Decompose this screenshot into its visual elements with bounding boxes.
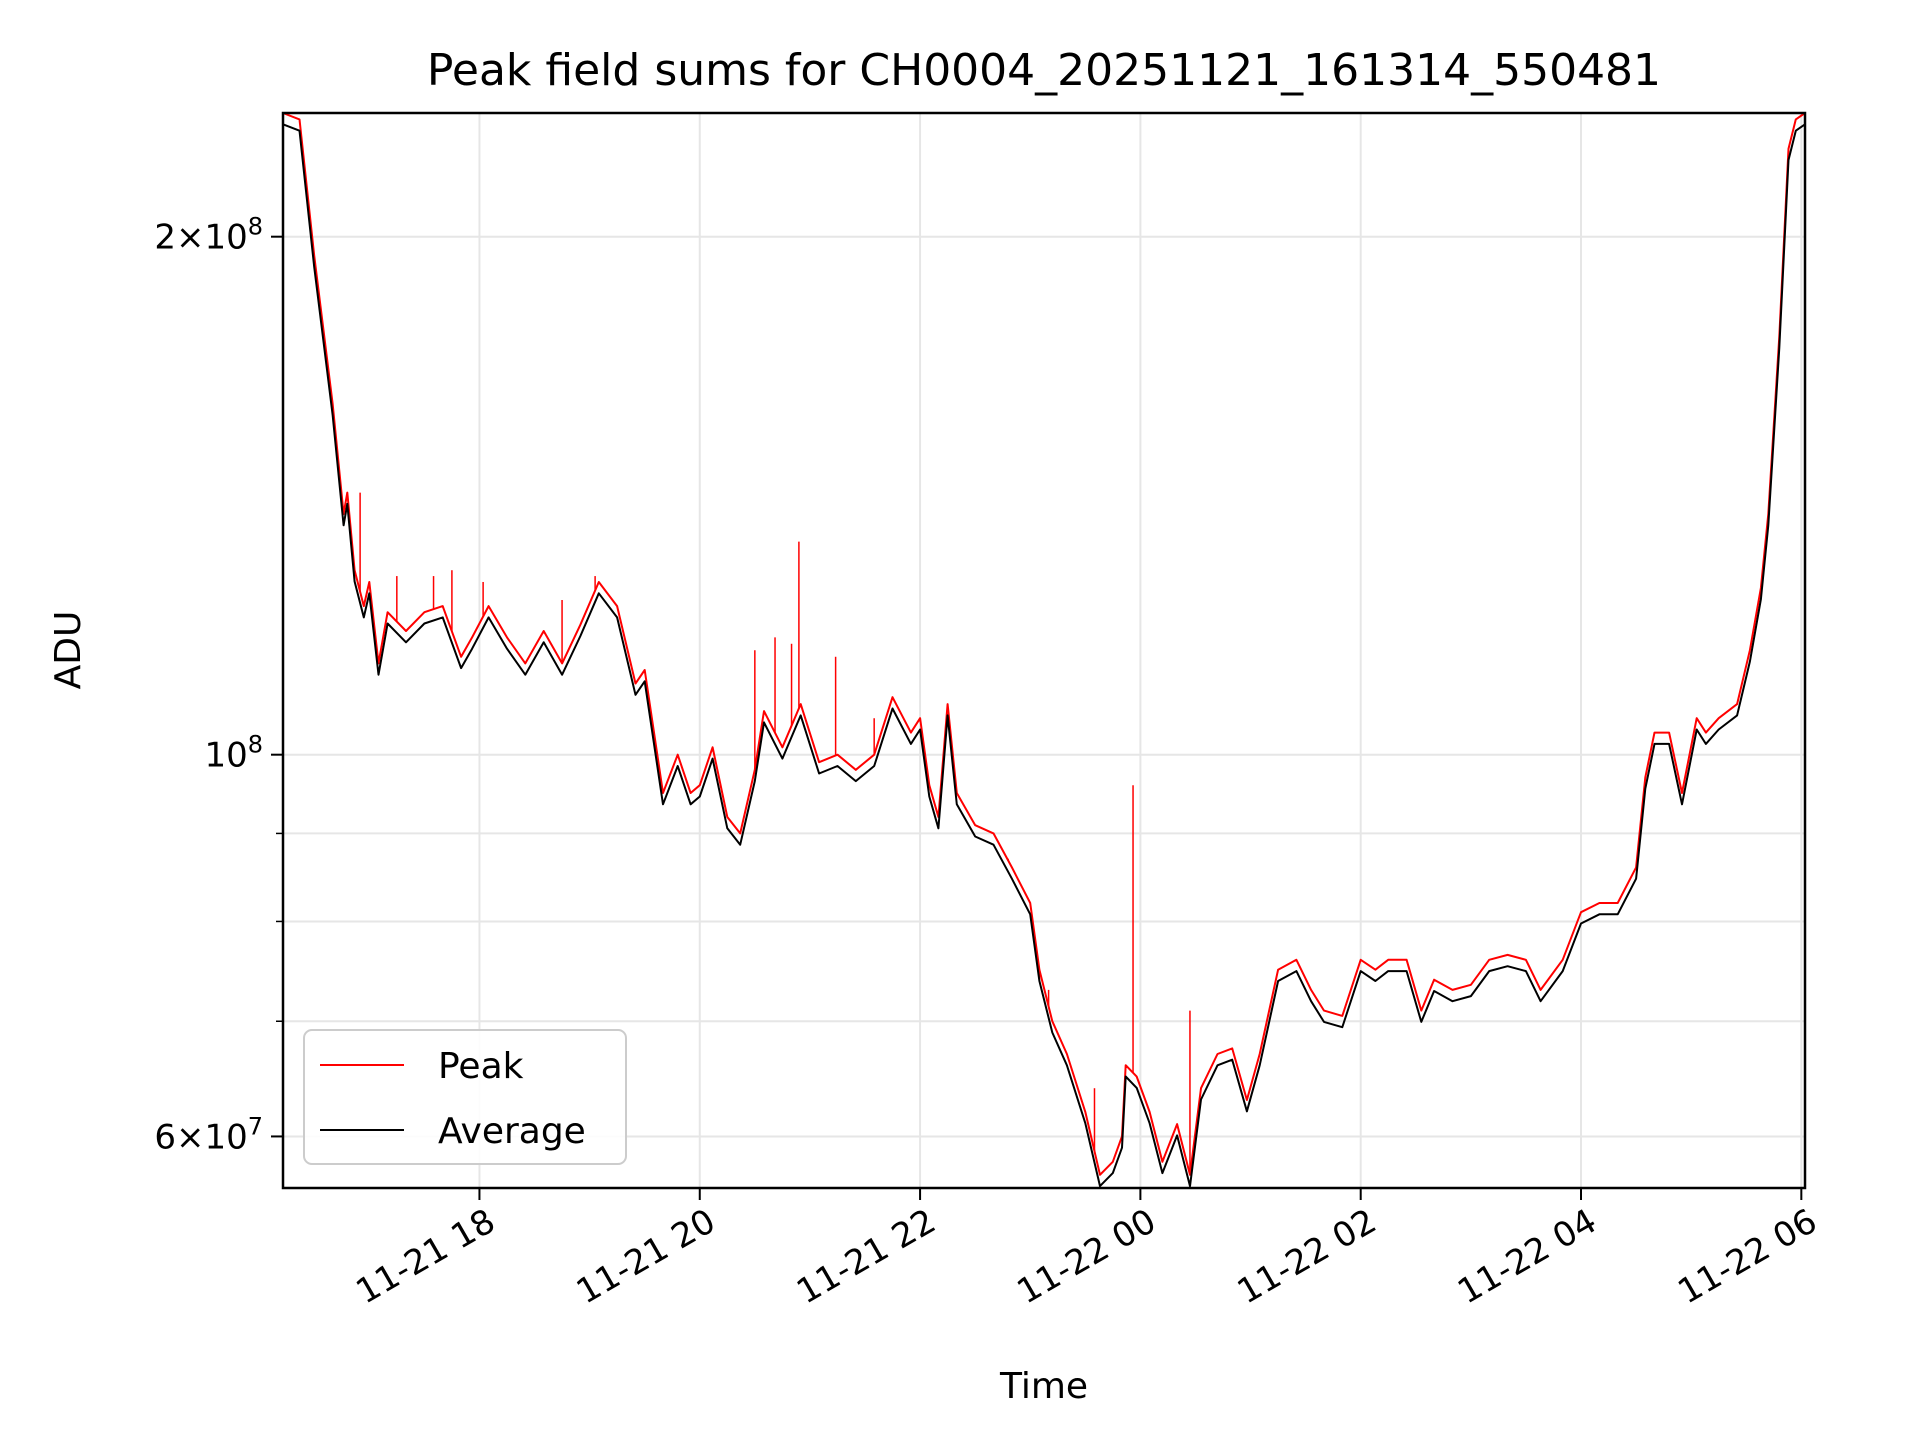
plot-frame: [281, 111, 1807, 1190]
chart-title: Peak field sums for CH0004_20251121_1613…: [427, 45, 1661, 96]
grid-lines: [283, 113, 1805, 1188]
y-tick-label: 2×108: [154, 213, 263, 258]
average-line: [282, 123, 1806, 1188]
series-average: [282, 123, 1806, 1188]
y-tick-label: 6×107: [154, 1112, 263, 1157]
legend-peak-label: Peak: [438, 1046, 524, 1087]
x-axis-label: Time: [999, 1366, 1088, 1407]
peak-line: [282, 112, 1806, 1176]
legend: Peak Average: [303, 1029, 627, 1165]
y-axis-label: ADU: [48, 611, 89, 690]
y-axis-ticks: 6×107 108 2×108: [154, 213, 283, 1157]
legend-average-label: Average: [438, 1111, 586, 1152]
y-tick-label: 108: [204, 731, 263, 776]
series-peak: [282, 112, 1806, 1176]
